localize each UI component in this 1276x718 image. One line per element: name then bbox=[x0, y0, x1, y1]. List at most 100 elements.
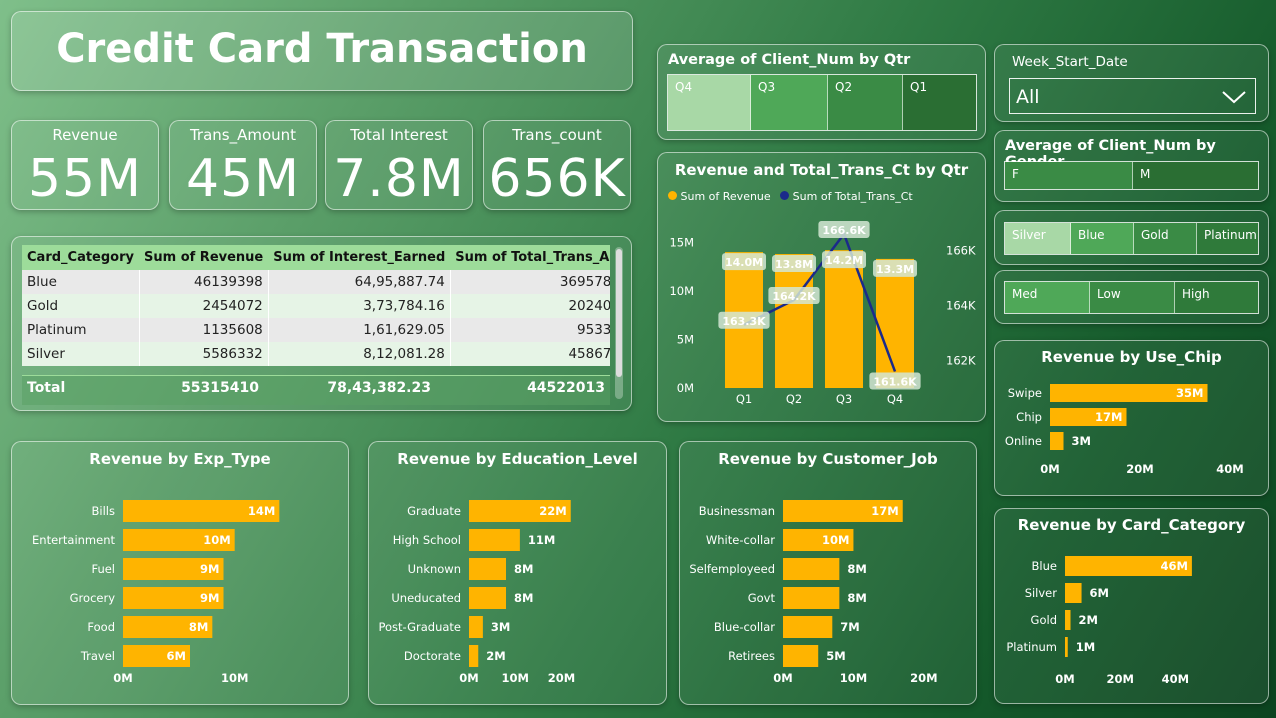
qtr-option-q1[interactable]: Q1 bbox=[903, 75, 976, 130]
x-tick-label: 20M bbox=[1106, 672, 1133, 686]
bar[interactable] bbox=[783, 587, 840, 609]
card-option-gold[interactable]: Gold bbox=[1134, 223, 1197, 254]
bar[interactable] bbox=[469, 558, 506, 580]
data-label: 8M bbox=[189, 620, 208, 634]
column-header[interactable]: Sum of Total_Trans_Amt bbox=[450, 245, 610, 270]
qtr-slicer: Q4 Q3 Q2 Q1 bbox=[667, 74, 977, 131]
bar[interactable] bbox=[783, 529, 854, 551]
kpi-card-trans-count[interactable]: Trans_count 656K bbox=[483, 120, 631, 210]
data-label: 13.3M bbox=[876, 263, 914, 276]
table-total-row: Total 55315410 78,43,382.23 44522013 bbox=[22, 376, 610, 400]
bar[interactable] bbox=[1065, 556, 1192, 576]
card-slicer: Silver Blue Gold Platinum bbox=[1004, 222, 1259, 255]
bar[interactable] bbox=[123, 645, 190, 667]
data-label: 14.0M bbox=[725, 256, 763, 269]
income-option-med[interactable]: Med bbox=[1005, 282, 1090, 313]
kpi-card-trans-amount[interactable]: Trans_Amount 45M bbox=[169, 120, 317, 210]
trans-ct-line[interactable] bbox=[743, 231, 897, 372]
card-category-chart-card: Revenue by Card_Category Blue 46M Silver 6M… bbox=[994, 508, 1269, 704]
table-scrollbar[interactable] bbox=[615, 247, 623, 399]
column-header[interactable]: Sum of Interest_Earned bbox=[268, 245, 451, 270]
data-label: 9M bbox=[200, 591, 219, 605]
data-label: 10M bbox=[203, 533, 230, 547]
card-option-blue[interactable]: Blue bbox=[1071, 223, 1134, 254]
x-tick-label: Q3 bbox=[836, 392, 852, 406]
x-tick-label: Q1 bbox=[736, 392, 752, 406]
week-dropdown[interactable]: All bbox=[1009, 78, 1256, 114]
table-row[interactable]: Blue 46139398 64,95,887.74 36957875 bbox=[22, 270, 610, 294]
category-label: Entertainment bbox=[32, 533, 115, 547]
gender-option-m[interactable]: M bbox=[1133, 162, 1258, 189]
bar[interactable] bbox=[825, 250, 863, 388]
bar[interactable] bbox=[876, 258, 914, 388]
bar[interactable] bbox=[783, 616, 833, 638]
table-row[interactable]: Gold 2454072 3,73,784.16 2024078 bbox=[22, 294, 610, 318]
x-tick-label: 40M bbox=[1162, 672, 1189, 686]
category-label: Chip bbox=[1016, 410, 1042, 424]
data-label-bg bbox=[822, 251, 866, 269]
table-cell: Platinum bbox=[22, 318, 140, 342]
category-label: Swipe bbox=[1008, 386, 1042, 400]
chevron-down-icon bbox=[1222, 91, 1246, 104]
x-tick-label: 10M bbox=[502, 671, 529, 685]
bar[interactable] bbox=[783, 645, 819, 667]
bar[interactable] bbox=[469, 616, 483, 638]
gender-option-f[interactable]: F bbox=[1005, 162, 1133, 189]
bar[interactable] bbox=[1050, 384, 1208, 402]
bar[interactable] bbox=[469, 500, 571, 522]
data-label-bg bbox=[873, 259, 917, 277]
qtr-option-q4[interactable]: Q4 bbox=[668, 75, 751, 130]
column-header[interactable]: Sum of Revenue bbox=[139, 245, 269, 270]
kpi-card-total-interest[interactable]: Total Interest 7.8M bbox=[325, 120, 473, 210]
table-cell: 36957875 bbox=[450, 270, 610, 294]
table-row[interactable]: Platinum 1135608 1,61,629.05 953314 bbox=[22, 318, 610, 342]
bar[interactable] bbox=[783, 500, 903, 522]
qtr-option-q3[interactable]: Q3 bbox=[751, 75, 828, 130]
kpi-value: 45M bbox=[185, 149, 301, 209]
bar[interactable] bbox=[1065, 637, 1068, 657]
bar[interactable] bbox=[775, 254, 813, 388]
x-tick-label: 10M bbox=[840, 671, 867, 685]
card-category-table[interactable]: Card_Category Sum of Revenue Sum of Inte… bbox=[11, 236, 632, 411]
customer-job-chart-card: Revenue by Customer_Job Businessman 17M Wh… bbox=[679, 441, 977, 705]
bar[interactable] bbox=[123, 587, 224, 609]
scrollbar-thumb[interactable] bbox=[616, 249, 622, 377]
kpi-label: Trans_Amount bbox=[189, 126, 297, 144]
bar[interactable] bbox=[123, 558, 224, 580]
data-label-bg bbox=[768, 287, 820, 304]
x-tick-label: 20M bbox=[910, 671, 937, 685]
card-option-silver[interactable]: Silver bbox=[1005, 223, 1071, 254]
column-header[interactable]: Card_Category bbox=[22, 245, 139, 270]
income-option-high[interactable]: High bbox=[1175, 282, 1258, 313]
bar[interactable] bbox=[1050, 408, 1127, 426]
bar[interactable] bbox=[469, 529, 520, 551]
exp-type-chart-plot: Bills 14M Entertainment 10M Fuel 9M Grocery 9M F… bbox=[32, 500, 280, 685]
data-label: 14.2M bbox=[825, 254, 863, 267]
category-label: Graduate bbox=[407, 504, 461, 518]
category-label: Fuel bbox=[91, 562, 115, 576]
data-label: 14M bbox=[248, 504, 275, 518]
data-label: 161.6K bbox=[873, 376, 917, 389]
data-label: 166.6K bbox=[822, 224, 866, 237]
kpi-label: Total Interest bbox=[350, 126, 448, 144]
bar[interactable] bbox=[1065, 610, 1071, 630]
bar[interactable] bbox=[783, 558, 840, 580]
kpi-card-revenue[interactable]: Revenue 55M bbox=[11, 120, 159, 210]
qtr-option-q2[interactable]: Q2 bbox=[828, 75, 903, 130]
data-label: 8M bbox=[847, 591, 866, 605]
bar[interactable] bbox=[469, 587, 506, 609]
bar[interactable] bbox=[1065, 583, 1082, 603]
bar[interactable] bbox=[469, 645, 479, 667]
table-cell: 3,73,784.16 bbox=[268, 294, 451, 318]
bar[interactable] bbox=[123, 529, 235, 551]
table-row[interactable]: Silver 5586332 8,12,081.28 4586746 bbox=[22, 342, 610, 366]
income-option-low[interactable]: Low bbox=[1090, 282, 1175, 313]
card-option-platinum[interactable]: Platinum bbox=[1197, 223, 1258, 254]
data-label: 8M bbox=[847, 562, 866, 576]
table-cell: 8,12,081.28 bbox=[268, 342, 451, 366]
bar[interactable] bbox=[123, 500, 280, 522]
kpi-value: 656K bbox=[488, 149, 626, 209]
bar[interactable] bbox=[123, 616, 213, 638]
week-dropdown-value: All bbox=[1016, 86, 1040, 108]
bar[interactable] bbox=[1050, 432, 1064, 450]
